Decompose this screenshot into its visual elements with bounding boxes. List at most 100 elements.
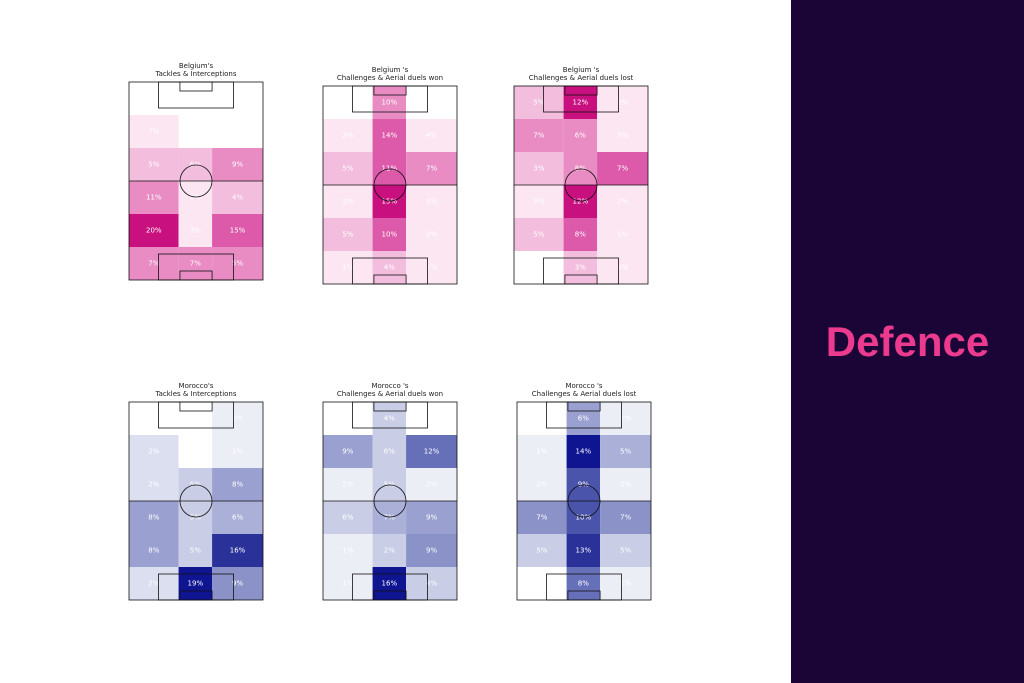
- six-yard-box: [373, 274, 407, 285]
- zone: [323, 185, 373, 218]
- zone-label: 0%: [232, 128, 243, 136]
- zone-label: 1%: [536, 448, 547, 456]
- zone: [566, 468, 601, 501]
- centre-circle: [179, 164, 213, 198]
- zone-label: 2%: [232, 415, 243, 423]
- zone: [129, 115, 179, 148]
- zone: [178, 468, 213, 501]
- side-panel: Defence: [791, 0, 1024, 683]
- zone: [406, 501, 457, 534]
- zone: [406, 534, 457, 567]
- zone-label: 0%: [190, 448, 201, 456]
- zone-label: 6%: [575, 132, 586, 140]
- zone-label: 8%: [578, 580, 589, 588]
- zone-label: 4%: [426, 132, 437, 140]
- zone-label: 4%: [232, 194, 243, 202]
- zone: [563, 251, 598, 284]
- zone-label: 0%: [536, 415, 547, 423]
- six-yard-box: [179, 590, 213, 601]
- zone: [597, 119, 648, 152]
- centre-circle: [179, 484, 213, 518]
- six-yard-box: [564, 274, 598, 285]
- zone: [406, 185, 457, 218]
- six-yard-box: [564, 85, 598, 96]
- zone-label: 10%: [576, 514, 592, 522]
- zone: [212, 115, 263, 148]
- zone-label: 5%: [536, 547, 547, 555]
- zone-label: 10%: [382, 231, 398, 239]
- zone: [406, 218, 457, 251]
- zone: [323, 218, 373, 251]
- zone-label: 12%: [573, 99, 589, 107]
- zone-label: 5%: [342, 231, 353, 239]
- zone: [372, 501, 407, 534]
- zone-label: 5%: [190, 547, 201, 555]
- zone: [129, 82, 179, 115]
- zone-label: 2%: [384, 547, 395, 555]
- zone-label: 2%: [426, 231, 437, 239]
- zone-label: 2%: [426, 481, 437, 489]
- zone-label: 3%: [575, 264, 586, 272]
- zone-label: 2%: [617, 99, 628, 107]
- zone: [597, 185, 648, 218]
- zone: [566, 534, 601, 567]
- zone: [372, 119, 407, 152]
- zone: [517, 435, 567, 468]
- zone-label: 5%: [620, 547, 631, 555]
- zone-label: 6%: [578, 415, 589, 423]
- zone: [600, 501, 651, 534]
- zone: [178, 82, 213, 115]
- zone: [372, 435, 407, 468]
- zone-label: 3%: [190, 128, 201, 136]
- panel-title: Belgium 's: [372, 66, 409, 74]
- six-yard-box: [179, 270, 213, 281]
- zone-label: 6%: [232, 514, 243, 522]
- zone-label: 7%: [384, 514, 395, 522]
- panel-title: Belgium 's: [563, 66, 600, 74]
- zone-label: 0%: [148, 415, 159, 423]
- zone-label: 3%: [426, 198, 437, 206]
- panel-title: Morocco's: [179, 382, 214, 390]
- six-yard-box: [567, 401, 601, 412]
- zone-label: 5%: [533, 231, 544, 239]
- zone: [323, 468, 373, 501]
- zone-label: 2%: [148, 448, 159, 456]
- zone: [323, 567, 373, 600]
- centre-circle: [373, 484, 407, 518]
- zone: [406, 251, 457, 284]
- zone: [514, 86, 564, 119]
- zone-label: 9%: [578, 481, 589, 489]
- zone: [563, 86, 598, 119]
- zone: [129, 567, 179, 600]
- zone: [566, 402, 601, 435]
- zone-label: 5%: [232, 260, 243, 268]
- zone: [323, 119, 373, 152]
- zone-label: 0%: [536, 580, 547, 588]
- zone: [323, 251, 373, 284]
- zone-label: 1%: [617, 231, 628, 239]
- zone: [129, 214, 179, 247]
- zone: [566, 501, 601, 534]
- zone: [566, 435, 601, 468]
- zone-label: 3%: [190, 227, 201, 235]
- zone-label: 1%: [342, 264, 353, 272]
- zone: [406, 119, 457, 152]
- zone: [323, 435, 373, 468]
- zone: [563, 185, 598, 218]
- zone-label: 5%: [342, 165, 353, 173]
- zone: [514, 185, 564, 218]
- zone-label: 2%: [342, 132, 353, 140]
- zone: [406, 567, 457, 600]
- zone-label: 5%: [190, 514, 201, 522]
- zone-label: 12%: [424, 448, 440, 456]
- zone-label: 14%: [382, 132, 398, 140]
- zone: [372, 218, 407, 251]
- zone-label: 14%: [576, 448, 592, 456]
- zone-label: 0%: [342, 415, 353, 423]
- panel-title: Challenges & Aerial duels lost: [529, 74, 634, 82]
- zone: [129, 402, 179, 435]
- panel-title: Challenges & Aerial duels won: [337, 74, 443, 82]
- zone-label: 4%: [426, 580, 437, 588]
- zone: [129, 534, 179, 567]
- zone: [563, 218, 598, 251]
